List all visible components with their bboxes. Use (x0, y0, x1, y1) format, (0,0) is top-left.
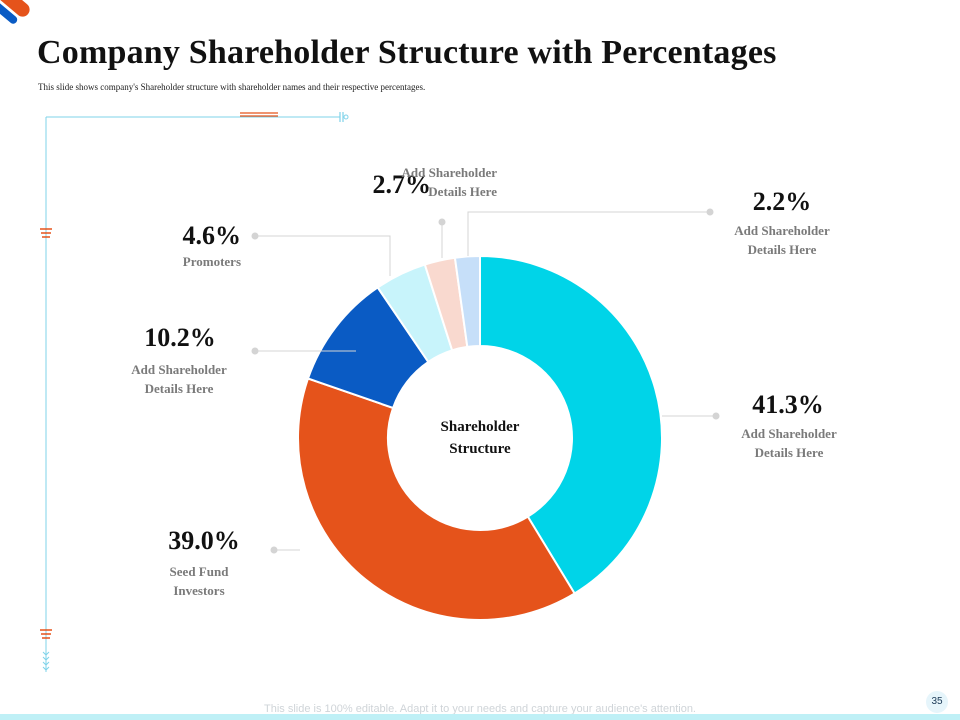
page-number: 35 (926, 691, 948, 713)
leader-dot-6 (706, 208, 714, 216)
footer-bar (0, 714, 960, 720)
slice-description-6: Add Shareholder Details Here (734, 223, 830, 257)
frame-decoration (40, 112, 349, 672)
leader-line-6 (467, 211, 710, 256)
slice-description-1: Add Shareholder Details Here (741, 426, 837, 460)
slice-percent-label-6: 2.2% (753, 187, 812, 216)
page-subtitle: This slide shows company's Shareholder s… (38, 82, 426, 92)
slice-percent-label-1: 41.3% (752, 390, 824, 419)
leader-dot-4 (251, 232, 259, 240)
page-title: Company Shareholder Structure with Perce… (37, 34, 777, 71)
center-label: Shareholder Structure (441, 419, 520, 457)
leader-dot-3 (251, 347, 259, 355)
slice-description-4: Promoters (183, 254, 241, 269)
footer-note: This slide is 100% editable. Adapt it to… (264, 703, 696, 715)
leader-dot-1 (712, 412, 720, 420)
slice-percent-label-3: 10.2% (144, 323, 216, 352)
leader-dot-2 (270, 546, 278, 554)
slice-percent-label-2: 39.0% (168, 526, 240, 555)
slice-description-3: Add Shareholder Details Here (131, 362, 227, 396)
corner-decoration (0, 0, 30, 24)
slice-description-2: Seed Fund Investors (170, 564, 230, 598)
leader-line-4 (255, 235, 391, 276)
slice-description-5: Add Shareholder Details Here (402, 165, 498, 199)
slice-percent-label-5: 2.7% (373, 170, 432, 199)
slice-percent-label-4: 4.6% (183, 221, 242, 250)
leader-dot-5 (438, 218, 446, 226)
donut-hole (388, 346, 572, 530)
